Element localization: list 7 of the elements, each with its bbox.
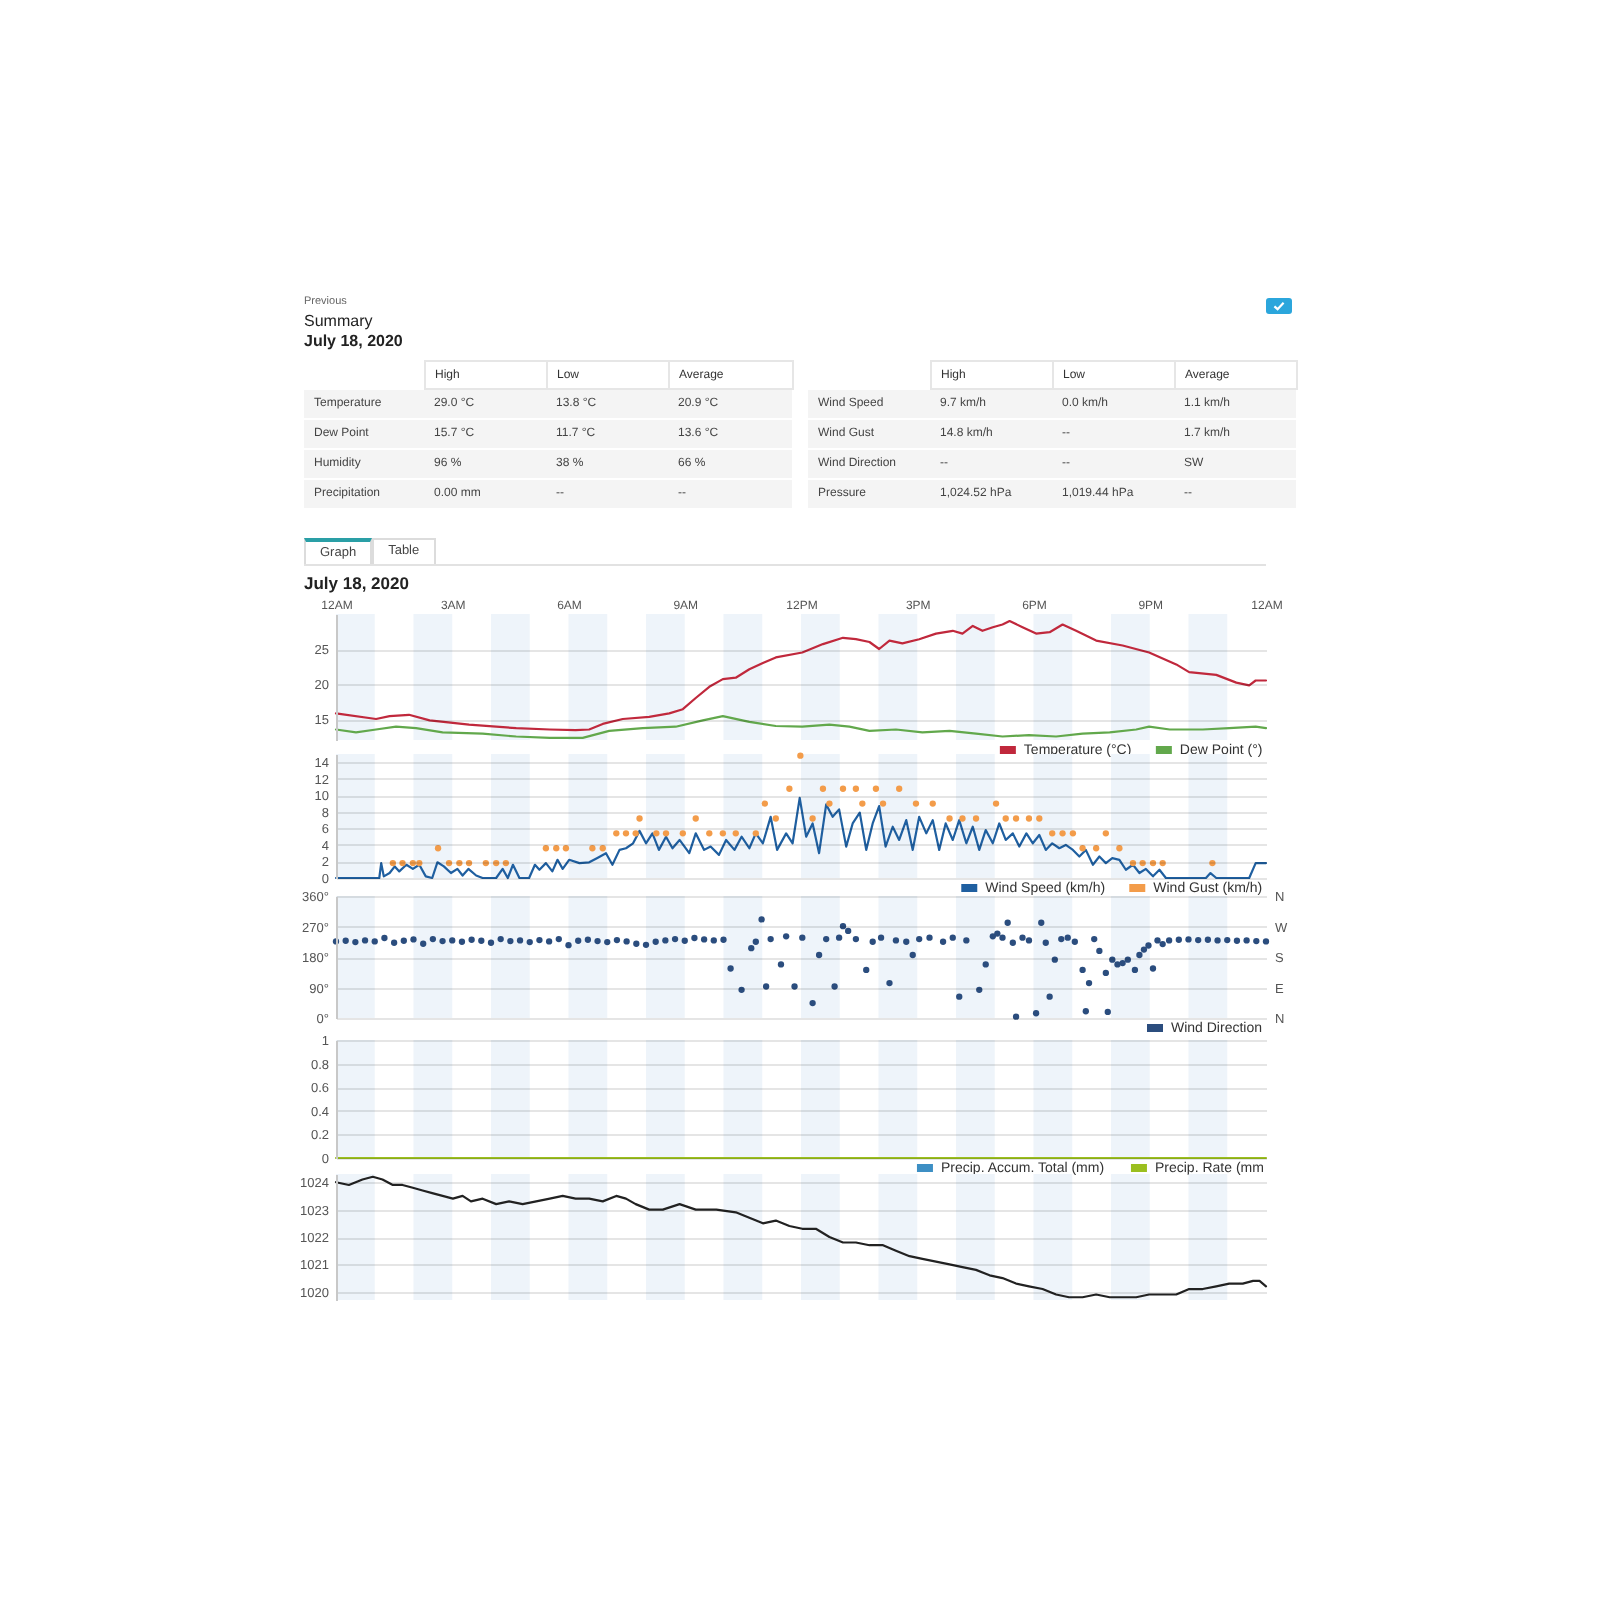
text: July 18, 2020 (304, 332, 403, 352)
line-series (334, 1175, 1268, 1299)
line-series (334, 619, 1268, 732)
chart-title: July 18, 2020 (304, 573, 410, 593)
text: Summary (304, 312, 373, 332)
line-series (334, 715, 1268, 739)
line-series (334, 796, 1268, 880)
